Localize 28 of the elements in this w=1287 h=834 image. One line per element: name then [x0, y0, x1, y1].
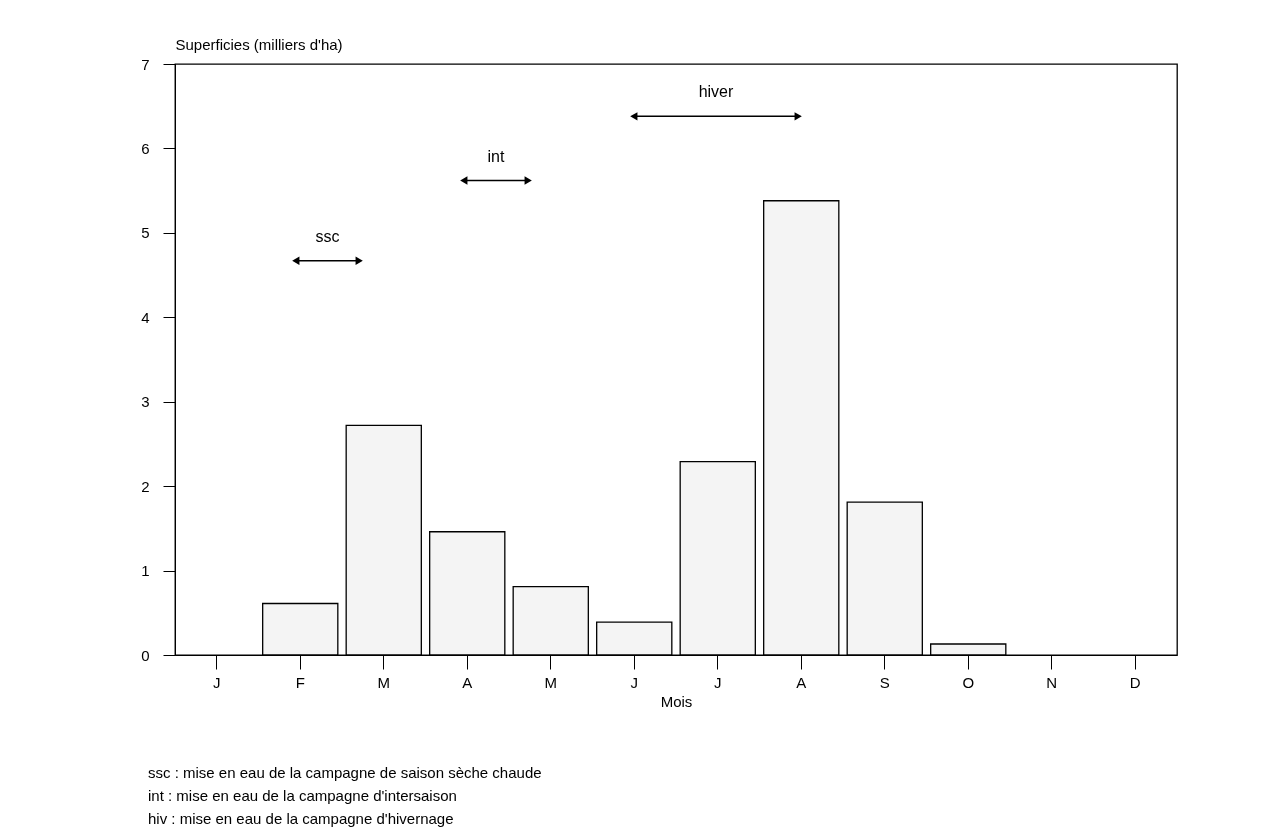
x-tick-label: J [630, 673, 638, 691]
x-tick-label: D [1129, 673, 1141, 691]
text: ssc : mise en eau de la campagne de saison sèche chaude [148, 764, 542, 781]
y-axis-title: Superficies (milliers d'ha) [175, 35, 343, 53]
y-tick-label: 7 [141, 55, 150, 73]
y-tick-label: 3 [141, 393, 150, 411]
x-tick-label: M [377, 673, 390, 691]
text: int : mise en eau de la campagne d'intersaison [148, 787, 457, 804]
y-tick-label: 1 [141, 562, 150, 580]
x-tick-label: J [714, 673, 722, 691]
x-tick-label: M [544, 673, 557, 691]
annotation: int [487, 147, 505, 165]
y-tick-label: 6 [141, 139, 150, 157]
x-tick-label: O [962, 673, 975, 691]
annotation: ssc [315, 227, 340, 245]
y-tick-label: 5 [141, 224, 150, 242]
x-tick-label: N [1046, 673, 1058, 691]
y-tick-label: 2 [141, 477, 150, 495]
x-tick-label: S [879, 673, 890, 691]
y-tick-label: 0 [141, 646, 150, 664]
x-tick-label: A [462, 673, 473, 691]
x-tick-label: F [295, 673, 305, 691]
x-tick-label: A [796, 673, 807, 691]
annotation: hiver [698, 83, 735, 101]
text: hiv : mise en eau de la campagne d'hivernage [148, 810, 454, 827]
x-tick-label: J [213, 673, 221, 691]
y-tick-label: 4 [141, 308, 150, 326]
x-axis-title: Mois [660, 692, 693, 710]
